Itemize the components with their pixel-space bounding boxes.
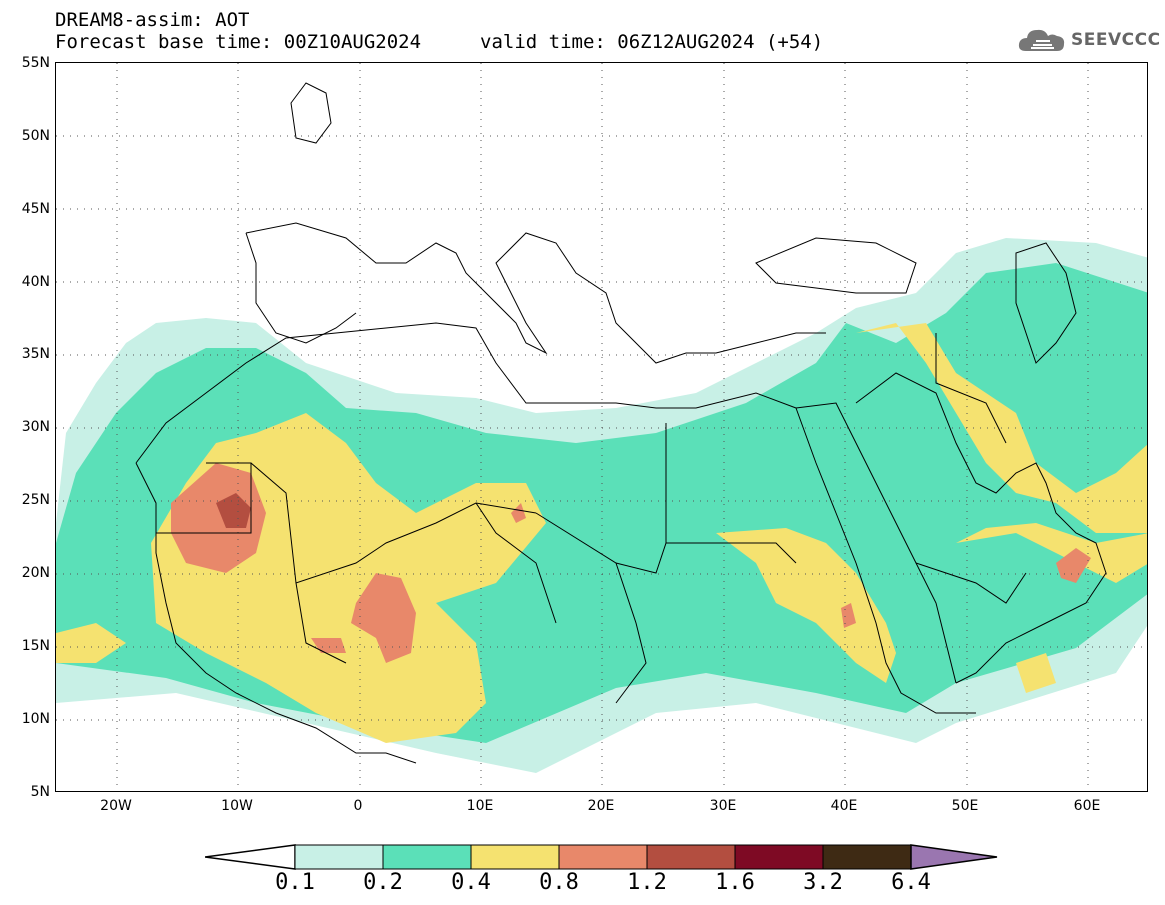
aot-contour-0.8 (351, 573, 416, 663)
colorbar-label: 3.2 (803, 870, 843, 895)
lat-label: 30N (21, 419, 50, 435)
lat-label: 10N (21, 711, 50, 727)
lat-label: 25N (21, 492, 50, 508)
colorbar-label: 1.6 (715, 870, 755, 895)
seevccc-logo: SEEVCCC (1016, 25, 1161, 55)
forecast-base-time: Forecast base time: 00Z10AUG2024 (55, 31, 422, 53)
aot-contour-0.8 (511, 503, 526, 523)
lon-label: 10E (466, 798, 494, 814)
colorbar-low-arrow (205, 844, 296, 870)
colorbar-swatch (382, 844, 472, 870)
lat-label: 15N (21, 638, 50, 654)
logo-text: SEEVCCC (1071, 30, 1161, 50)
colorbar-high-arrow (910, 844, 998, 870)
colorbar-label: 0.8 (539, 870, 579, 895)
colorbar-swatch (470, 844, 560, 870)
aot-contour-0.4 (956, 523, 1147, 583)
colorbar-swatch (294, 844, 384, 870)
lat-label: 55N (21, 55, 50, 71)
aot-contour-0.4 (1016, 653, 1056, 693)
colorbar (205, 844, 998, 870)
lon-label: 30E (709, 798, 737, 814)
lon-label: 50E (951, 798, 979, 814)
colorbar-swatch (646, 844, 736, 870)
valid-time: valid time: 06Z12AUG2024 (+54) (480, 31, 824, 53)
colorbar-label: 0.2 (363, 870, 403, 895)
aot-contour-0.8 (311, 638, 346, 653)
coastlines (135, 82, 1107, 764)
aot-contour-0.4 (56, 623, 126, 663)
lon-label: 60E (1073, 798, 1101, 814)
aot-contour-0.8 (171, 463, 266, 573)
colorbar-swatch (558, 844, 648, 870)
aot-contour-1.2 (216, 493, 251, 528)
lon-label: 0 (353, 798, 363, 814)
lon-label: 20E (587, 798, 615, 814)
colorbar-label: 0.4 (451, 870, 491, 895)
graticule (56, 63, 1147, 791)
map-title: DREAM8-assim: AOT (55, 9, 250, 31)
lat-label: 35N (21, 346, 50, 362)
colorbar-swatch (734, 844, 824, 870)
lat-label: 45N (21, 201, 50, 217)
colorbar-label: 1.2 (627, 870, 667, 895)
colorbar-label: 6.4 (891, 870, 931, 895)
map-canvas (56, 63, 1147, 791)
lat-label: 50N (21, 128, 50, 144)
colorbar-label: 0.1 (275, 870, 315, 895)
aot-contour-0.4 (716, 528, 896, 683)
lat-label: 40N (21, 274, 50, 290)
lon-label: 20W (100, 798, 132, 814)
cloud-icon (1018, 29, 1065, 51)
lat-label: 20N (21, 565, 50, 581)
lat-label: 5N (30, 784, 50, 800)
lon-label: 40E (830, 798, 858, 814)
lon-label: 10W (221, 798, 253, 814)
aot-map (55, 62, 1148, 792)
colorbar-swatch (822, 844, 912, 870)
